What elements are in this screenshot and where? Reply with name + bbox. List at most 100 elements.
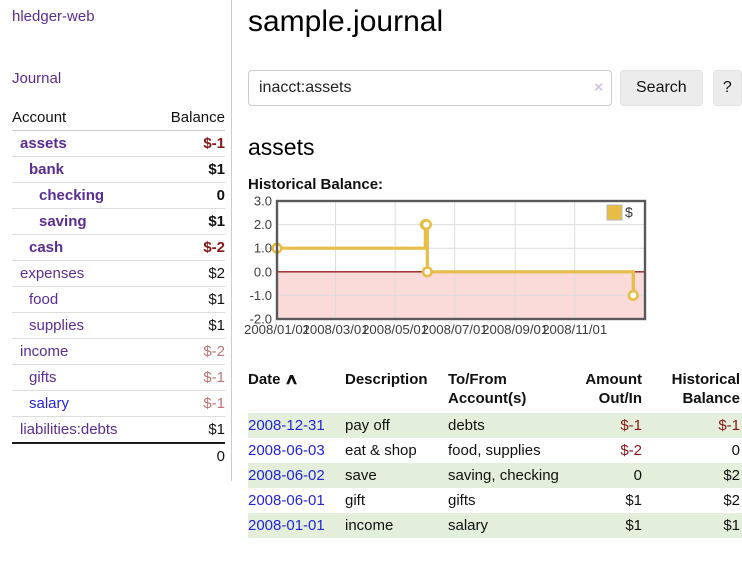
register-cell-amount: $1 [625, 517, 642, 534]
register-cell-accounts: food, supplies [448, 442, 541, 459]
account-balance: $-2 [203, 239, 225, 256]
app-title-link[interactable]: hledger-web [12, 8, 95, 25]
search-button[interactable]: Search [620, 70, 703, 106]
register-cell-balance: $1 [723, 517, 740, 534]
accounts-header-account: Account [12, 105, 153, 131]
accounts-total-row: 0 [12, 443, 225, 469]
account-balance: $1 [208, 317, 225, 334]
search-form: × Search ? [248, 70, 742, 106]
table-row: 2008-06-01 gift gifts $1 $2 [248, 488, 742, 513]
register-cell-accounts: saving, checking [448, 467, 559, 484]
register-cell-description: income [345, 517, 394, 534]
register-cell-amount: 0 [633, 467, 642, 484]
account-link-checking[interactable]: checking [39, 187, 105, 204]
x-axis-tick-label: 2008/01/01 [244, 322, 310, 337]
account-balance: $1 [208, 161, 225, 178]
register-cell-description: save [345, 467, 377, 484]
register-cell-amount: $-1 [620, 417, 642, 434]
register-body: 2008-12-31 pay off debts $-1 $-1 2008-06-03 ea… [248, 413, 742, 538]
sidebar-item-journal[interactable]: Journal [12, 70, 62, 87]
legend-label: $ [625, 204, 633, 220]
account-link-supplies[interactable]: supplies [29, 317, 85, 334]
page-title: sample.journal [248, 5, 444, 38]
register-cell-date: 2008-06-01 [248, 488, 345, 513]
register-cell-balance: 0 [731, 442, 740, 459]
x-axis-tick-label: 2008/05/01 [362, 322, 428, 337]
search-input[interactable] [248, 70, 612, 106]
account-balance: 0 [216, 187, 225, 204]
register-cell-description: gift [345, 492, 366, 509]
y-axis-tick-label: 2.0 [254, 217, 272, 232]
register-cell-balance: $2 [723, 492, 740, 509]
x-axis-tick-label: 2008/07/01 [422, 322, 488, 337]
account-link-assets[interactable]: assets [20, 135, 67, 152]
account-link-saving[interactable]: saving [39, 213, 87, 230]
transaction-date-link[interactable]: 2008-12-31 [248, 417, 325, 434]
account-row: gifts $-1 [12, 365, 225, 391]
register-cell-amount: $1 [625, 492, 642, 509]
transaction-date-link[interactable]: 2008-06-01 [248, 492, 325, 509]
account-link-liabilities-debts[interactable]: liabilities:debts [20, 421, 118, 438]
x-axis-tick-label: 2008/09/01 [482, 322, 548, 337]
register-header-accounts: To/From Account(s) [448, 371, 527, 407]
account-row: checking 0 [12, 183, 225, 209]
table-row: 2008-01-01 income salary $1 $1 [248, 513, 742, 538]
account-heading: assets [248, 134, 315, 160]
account-row: saving $1 [12, 209, 225, 235]
account-link-gifts[interactable]: gifts [29, 369, 57, 386]
register-cell-description: eat & shop [345, 442, 417, 459]
register-cell-accounts: salary [448, 517, 489, 534]
main-content: sample.journal × Search ? assets Histori… [244, 0, 742, 538]
account-balance: $1 [208, 421, 225, 438]
register-header-balance: Historical Balance [671, 371, 740, 407]
account-link-food[interactable]: food [29, 291, 59, 308]
table-row: 2008-06-03 eat & shop food, supplies $-2 0 [248, 438, 742, 463]
accounts-total-value: 0 [216, 448, 225, 465]
historical-balance-chart: $3.0 2.0 1.0 0.0 -1.0 -2.02008/01/012008/03/0… [244, 194, 647, 337]
clear-search-icon[interactable]: × [594, 79, 603, 96]
register-header-date[interactable]: Date ∧ [248, 371, 299, 388]
transaction-date-link[interactable]: 2008-01-01 [248, 517, 325, 534]
account-balance: $-1 [203, 135, 225, 152]
account-link-income[interactable]: income [20, 343, 69, 360]
y-axis-tick-label: -2.0 [250, 312, 272, 327]
account-link-expenses[interactable]: expenses [20, 265, 85, 282]
register-cell-date: 2008-06-03 [248, 438, 345, 463]
register-table: Date ∧ Description To/From Account(s) Amo… [248, 367, 742, 538]
register-cell-date: 2008-06-02 [248, 463, 345, 488]
table-row: 2008-06-02 save saving, checking 0 $2 [248, 463, 742, 488]
accounts-body: assets $-1 bank $1 checking 0 saving $1 cash $-2 e… [12, 131, 225, 443]
account-row: bank $1 [12, 157, 225, 183]
register-cell-balance: $-1 [718, 417, 740, 434]
register-cell-date: 2008-01-01 [248, 513, 345, 538]
data-point-marker [421, 266, 433, 278]
account-link-salary[interactable]: salary [29, 395, 70, 412]
register-header-row: Date ∧ Description To/From Account(s) Amo… [248, 367, 742, 413]
register-cell-date: 2008-12-31 [248, 413, 345, 438]
register-cell-balance: $2 [723, 467, 740, 484]
register-cell-accounts: debts [448, 417, 485, 434]
sort-ascending-icon: ∧ [283, 371, 299, 388]
table-row: 2008-12-31 pay off debts $-1 $-1 [248, 413, 742, 438]
x-axis-tick-label: 2008/03/01 [303, 322, 369, 337]
account-link-cash[interactable]: cash [29, 239, 64, 256]
x-axis-tick-label: 2008/11/01 [542, 322, 607, 337]
account-row: assets $-1 [12, 131, 225, 157]
transaction-date-link[interactable]: 2008-06-02 [248, 467, 325, 484]
transaction-date-link[interactable]: 2008-06-03 [248, 442, 325, 459]
data-point-marker [627, 289, 639, 301]
account-row: cash $-2 [12, 235, 225, 261]
account-link-bank[interactable]: bank [29, 161, 65, 178]
y-axis-tick-label: 0.0 [254, 264, 272, 279]
account-balance: $-1 [203, 369, 225, 386]
account-row: supplies $1 [12, 313, 225, 339]
register-header-amount: Amount Out/In [585, 371, 642, 407]
accounts-table: Account Balance assets $-1 bank $1 checking 0… [12, 105, 225, 469]
account-row: liabilities:debts $1 [12, 417, 225, 443]
account-balance: $-1 [203, 395, 225, 412]
account-row: income $-2 [12, 339, 225, 365]
account-row: food $1 [12, 287, 225, 313]
register-cell-accounts: gifts [448, 492, 476, 509]
y-axis-tick-label: 1.0 [254, 241, 272, 256]
help-button[interactable]: ? [712, 70, 742, 106]
